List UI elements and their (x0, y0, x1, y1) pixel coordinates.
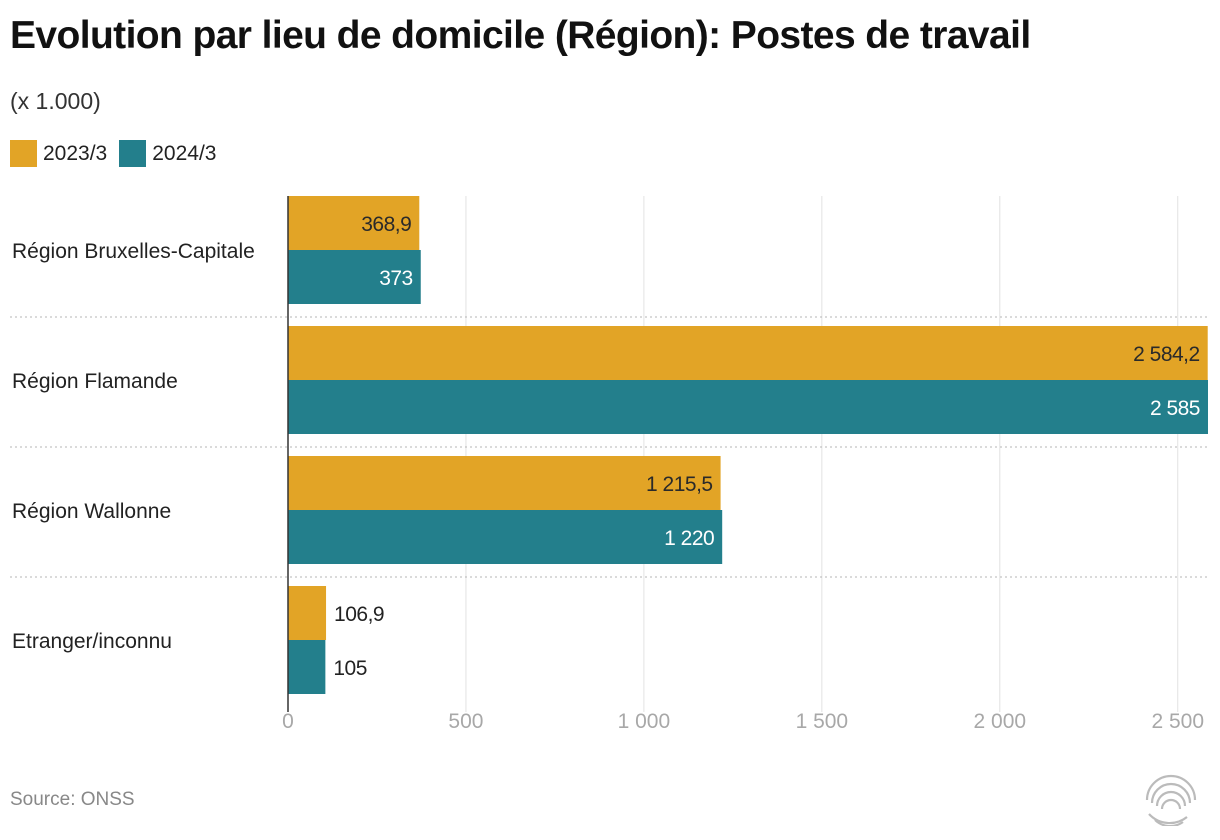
bar (288, 456, 721, 510)
category-label: Etranger/inconnu (12, 630, 172, 653)
x-tick-label: 0 (282, 710, 294, 733)
x-tick-label: 2 000 (974, 710, 1027, 733)
bar (288, 640, 326, 694)
bar (288, 326, 1208, 380)
x-tick-label: 2 500 (1151, 710, 1204, 733)
bar (288, 510, 723, 564)
data-label: 1 220 (664, 527, 714, 550)
bar (288, 196, 420, 250)
legend-label-2024: 2024/3 (152, 141, 217, 165)
legend-label-2023: 2023/3 (43, 141, 108, 165)
bar (288, 380, 1208, 434)
legend-swatch-2023 (10, 140, 37, 167)
source-note: Source: ONSS (10, 789, 135, 810)
data-label: 2 584,2 (1133, 343, 1200, 366)
bar (288, 586, 327, 640)
category-label: Région Bruxelles-Capitale (12, 240, 255, 263)
x-tick-label: 1 000 (618, 710, 671, 733)
legend-item-2023: 2023/3 (10, 140, 107, 167)
data-label: 105 (333, 657, 367, 680)
data-label: 2 585 (1150, 397, 1200, 420)
data-label: 368,9 (361, 213, 411, 236)
data-label: 1 215,5 (646, 473, 713, 496)
x-tick-label: 1 500 (796, 710, 849, 733)
data-label: 373 (379, 267, 413, 290)
category-label: Région Wallonne (12, 500, 171, 523)
legend: 2023/3 2024/3 (10, 140, 228, 167)
chart-subtitle: (x 1.000) (10, 88, 101, 114)
chart-title: Evolution par lieu de domicile (Région):… (10, 14, 1031, 57)
legend-item-2024: 2024/3 (119, 140, 216, 167)
legend-swatch-2024 (119, 140, 147, 167)
publisher-logo-icon (1145, 774, 1197, 826)
bar (288, 250, 421, 304)
data-label: 106,9 (334, 603, 384, 626)
x-tick-label: 500 (448, 710, 483, 733)
category-label: Région Flamande (12, 370, 178, 393)
